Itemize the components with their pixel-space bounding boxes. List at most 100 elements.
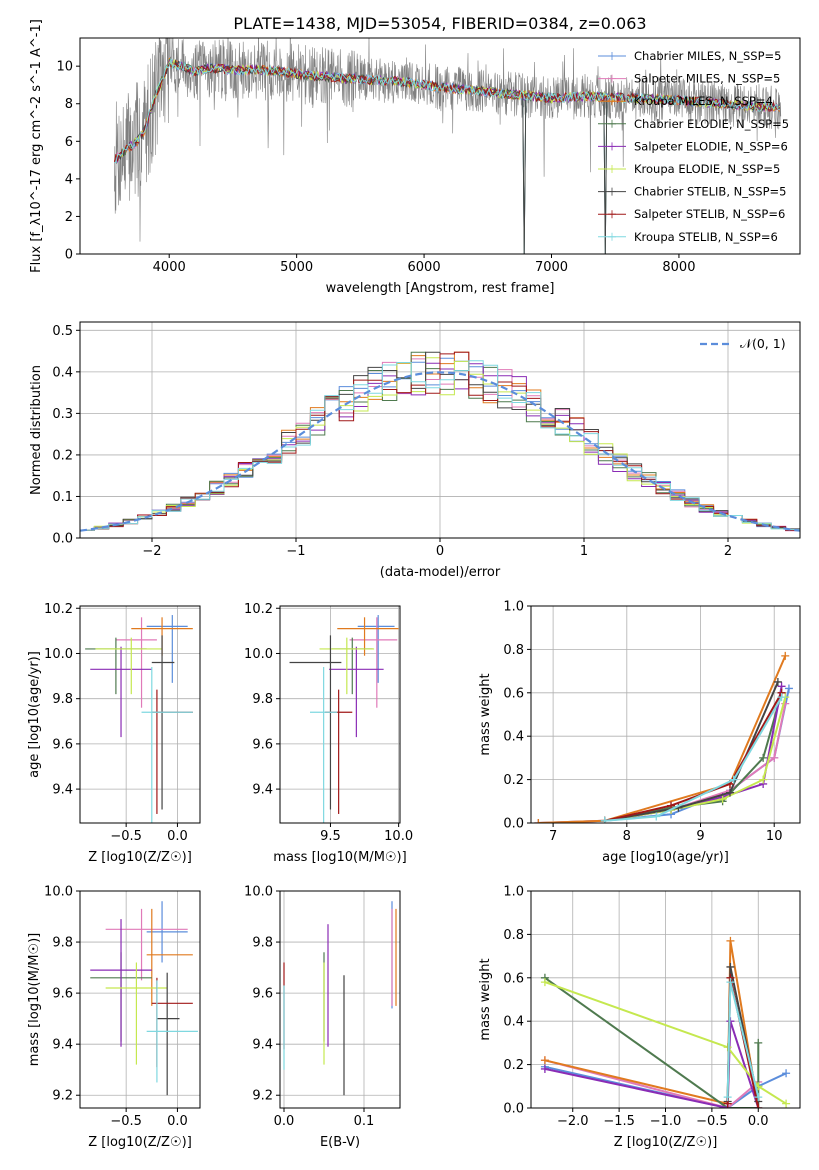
legend-marker — [608, 187, 616, 196]
point-kroupa_elodie — [723, 1043, 732, 1052]
series-kroupa_elodie — [544, 981, 787, 1105]
legend-label: Chabrier MILES, N_SSP=5 — [634, 49, 781, 63]
y-tick-label: 0.1 — [52, 490, 73, 505]
y-tick-label: 6 — [65, 135, 73, 150]
point-kroupa_stelib — [729, 775, 738, 784]
legend-marker — [608, 97, 616, 106]
series-salpeter_miles — [544, 1059, 759, 1108]
legend-label: Chabrier STELIB, N_SSP=5 — [634, 185, 786, 199]
y-axis-label: age [log10(age/yr)] — [27, 651, 42, 778]
x-tick-label: 0.1 — [354, 1114, 375, 1129]
series-chabrier_stelib — [604, 681, 779, 822]
series-salpeter_miles — [538, 703, 787, 823]
point-kroupa_miles — [540, 1056, 549, 1065]
y-tick-label: 9.8 — [52, 936, 73, 951]
y-tick-label: 0.6 — [503, 971, 524, 986]
x-tick-label: −0.5 — [110, 829, 142, 844]
point-kroupa_stelib — [777, 693, 786, 702]
model-kroupa_stelib — [114, 58, 780, 164]
x-tick-label: 0.0 — [274, 1114, 295, 1129]
y-axis-label: mass [log10(M/M☉)] — [27, 933, 42, 1066]
plot-area — [540, 936, 791, 1108]
age-weight-panel: 7 8 9 10 0.0 0.2 0.4 0.6 0.8 1.0 age [log10(age/yr… — [478, 600, 801, 865]
axes-frame — [530, 605, 801, 824]
y-tick-label: 9.2 — [252, 1089, 273, 1104]
plot-area — [113, 38, 782, 254]
x-tick-label: 0.0 — [167, 1114, 188, 1129]
x-tick-label: −1 — [286, 544, 305, 559]
x-tick-label: 7000 — [535, 260, 568, 275]
y-tick-label: 9.4 — [52, 1038, 73, 1053]
y-tick-label: 0.5 — [52, 324, 73, 339]
point-kroupa_elodie — [759, 775, 768, 784]
point-kroupa_stelib — [652, 812, 661, 821]
point-kroupa_stelib — [726, 978, 735, 987]
y-tick-label: 10.0 — [44, 885, 73, 900]
x-tick-label: 0 — [436, 544, 444, 559]
y-tick-label: 9.6 — [252, 987, 273, 1002]
y-tick-label: 9.8 — [252, 692, 273, 707]
legend-label: Salpeter MILES, N_SSP=5 — [634, 72, 780, 86]
y-tick-label: 0.6 — [503, 686, 524, 701]
y-tick-label: 10.2 — [44, 602, 73, 617]
point-salpeter_stelib — [754, 1104, 763, 1108]
plot-area — [80, 351, 800, 532]
series-chabrier_elodie — [604, 692, 783, 822]
hist-salpeter_stelib — [80, 351, 800, 531]
x-tick-label: −0.5 — [696, 1114, 728, 1129]
x-tick-label: 7 — [549, 829, 557, 844]
x-tick-label: 8 — [623, 829, 631, 844]
y-tick-label: 2 — [65, 210, 73, 225]
legend-marker — [608, 232, 616, 241]
legend-marker — [608, 119, 616, 128]
series-chabrier_elodie — [544, 976, 760, 1108]
x-axis-label: Z [log10(Z/Z☉)] — [88, 1135, 192, 1150]
x-tick-label: 8000 — [662, 260, 695, 275]
z-mass-panel: −0.5 0.0 9.2 9.4 9.6 9.8 10.0 Z [log10(Z/Z☉)] ma… — [27, 885, 201, 1150]
figure-title: PLATE=1438, MJD=53054, FIBERID=0384, z=0… — [233, 14, 646, 33]
x-tick-label: −2.0 — [557, 1114, 589, 1129]
y-tick-label: 0.4 — [52, 365, 73, 380]
ebv-mass-panel: 0.0 0.1 9.2 9.4 9.6 9.8 10.0 E(B-V) — [244, 885, 401, 1150]
x-tick-label: 4000 — [153, 260, 186, 275]
point-chabrier_elodie — [759, 753, 768, 762]
x-tick-label: −2 — [142, 544, 161, 559]
y-axis-label: mass weight — [478, 958, 493, 1040]
series-kroupa_miles — [544, 940, 760, 1108]
y-tick-label: 9.4 — [252, 1038, 273, 1053]
x-axis-label: E(B-V) — [320, 1135, 360, 1150]
point-chabrier_stelib — [726, 962, 735, 971]
legend-label: Salpeter ELODIE, N_SSP=6 — [634, 139, 788, 153]
x-tick-label: 10 — [766, 829, 783, 844]
point-kroupa_stelib — [754, 1093, 763, 1102]
axes-frame — [279, 605, 401, 824]
z-age-panel: −0.5 0.0 9.4 9.6 9.8 10.0 10.2 Z [log10(Z/Z☉)] a… — [27, 602, 201, 865]
y-tick-label: 10.2 — [244, 602, 273, 617]
series-salpeter_elodie — [604, 686, 783, 822]
point-kroupa_miles — [781, 651, 790, 660]
point-kroupa_elodie — [540, 978, 549, 987]
point-kroupa_elodie — [718, 795, 727, 804]
point-kroupa_miles — [534, 819, 543, 823]
plot-area — [85, 615, 193, 823]
point-chabrier_elodie — [754, 1038, 763, 1047]
y-tick-label: 9.6 — [52, 987, 73, 1002]
legend-marker — [608, 210, 616, 219]
x-axis-label: mass [log10(M/M☉)] — [273, 850, 406, 865]
y-tick-label: 0.0 — [52, 532, 73, 547]
y-tick-label: 1.0 — [503, 600, 524, 615]
point-kroupa_stelib — [600, 816, 609, 823]
axes-frame — [79, 37, 801, 255]
point-chabrier_stelib — [773, 677, 782, 686]
point-chabrier_stelib — [725, 788, 734, 797]
point-salpeter_stelib — [667, 801, 676, 810]
x-tick-label: 0.0 — [748, 1114, 769, 1129]
y-tick-label: 1.0 — [503, 885, 524, 900]
plot-area — [534, 651, 793, 823]
series-salpeter_stelib — [604, 692, 783, 822]
plot-area — [90, 901, 198, 1096]
x-axis-label: Z [log10(Z/Z☉)] — [614, 1135, 718, 1150]
x-axis-label: wavelength [Angstrom, rest frame] — [326, 281, 555, 296]
x-tick-label: 0.0 — [167, 829, 188, 844]
y-tick-label: 10.0 — [244, 647, 273, 662]
